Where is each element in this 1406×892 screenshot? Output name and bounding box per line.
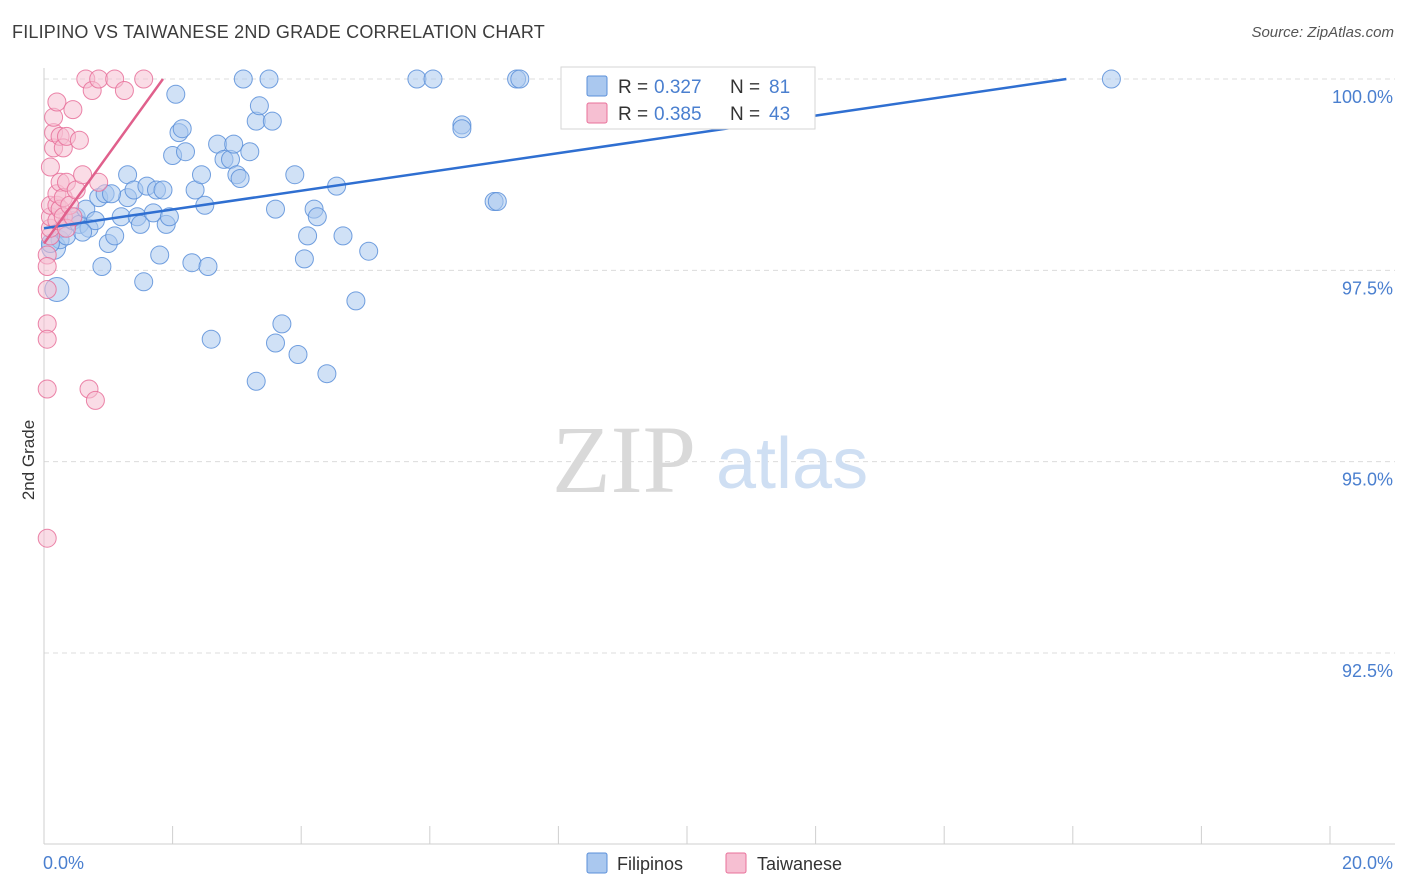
filipinos-r-label: R =	[618, 77, 648, 98]
filipinos-point	[359, 241, 379, 261]
taiwanese-point	[37, 280, 57, 299]
filipinos-n-label: N =	[730, 77, 760, 98]
filipinos-point	[285, 165, 305, 185]
taiwanese-point	[89, 69, 109, 89]
filipinos-r-value: 0.327	[654, 77, 702, 98]
taiwanese-n-label: N =	[730, 104, 760, 125]
legend-filipinos-label: Filipinos	[617, 854, 683, 874]
filipinos-point	[317, 364, 337, 384]
filipinos-point	[153, 180, 173, 200]
filipinos-point	[192, 165, 211, 185]
filipinos-point	[487, 192, 507, 211]
taiwanese-point	[63, 100, 83, 120]
taiwanese-point	[73, 165, 93, 185]
taiwanese-r-value: 0.385	[654, 104, 702, 125]
filipinos-point	[510, 69, 530, 89]
taiwanese-r-label: R =	[618, 104, 648, 125]
axes	[43, 68, 1395, 845]
filipinos-point	[166, 84, 186, 104]
filipinos-point	[176, 142, 195, 162]
legend-taiwanese-swatch	[725, 852, 747, 874]
filipinos-point	[423, 69, 443, 89]
y-tick-label: 97.5%	[1342, 278, 1393, 298]
filipinos-point	[233, 69, 253, 89]
filipinos-point	[150, 245, 170, 265]
filipinos-point	[198, 257, 218, 276]
y-tick-label: 95.0%	[1342, 470, 1393, 490]
filipinos-point	[102, 184, 121, 204]
series-legend: Filipinos Taiwanese	[586, 852, 842, 874]
filipinos-point	[240, 142, 260, 162]
filipinos-point	[246, 371, 266, 391]
filipinos-point	[182, 253, 202, 273]
taiwanese-point	[37, 379, 57, 399]
filipinos-point	[266, 199, 285, 219]
gridlines: 100.0% 97.5% 95.0% 92.5%	[44, 78, 1395, 681]
taiwanese-point	[85, 390, 105, 410]
filipinos-point	[288, 345, 308, 364]
watermark: ZIP atlas	[552, 406, 868, 513]
taiwanese-point	[37, 528, 57, 548]
watermark-zip: ZIP	[552, 406, 696, 513]
filipinos-point	[1101, 69, 1121, 89]
chart-title: FILIPINO VS TAIWANESE 2ND GRADE CORRELAT…	[12, 22, 545, 42]
legend-taiwanese-label: Taiwanese	[757, 854, 842, 874]
data-points	[37, 69, 1121, 548]
filipinos-point	[224, 134, 244, 154]
filipinos-point	[73, 222, 93, 242]
filipinos-trend-line	[43, 77, 1067, 230]
legend-filipinos-swatch	[586, 852, 608, 874]
filipinos-point	[105, 226, 125, 246]
stats-legend: R = 0.327 N = 81 R = 0.385 N = 43	[560, 66, 816, 130]
y-axis-title: 2nd Grade	[19, 420, 38, 500]
filipinos-point	[452, 119, 472, 139]
filipinos-point	[259, 69, 279, 89]
filipinos-point	[172, 119, 192, 139]
filipinos-point	[246, 111, 266, 131]
filipinos-point	[346, 291, 366, 311]
x-tick-label-max: 20.0%	[1342, 853, 1393, 873]
filipinos-point	[201, 329, 221, 349]
source-credit: Source: ZipAtlas.com	[1251, 24, 1394, 41]
taiwanese-point	[114, 81, 134, 100]
filipinos-n-value: 81	[769, 77, 790, 98]
filipinos-point	[333, 226, 353, 246]
taiwanese-trend-line	[42, 78, 164, 245]
filipinos-swatch	[586, 75, 608, 97]
filipinos-point	[307, 207, 327, 227]
x-tick-label-min: 0.0%	[43, 853, 84, 873]
y-tick-label: 100.0%	[1332, 87, 1393, 107]
filipinos-point	[134, 272, 154, 292]
filipinos-point	[159, 207, 179, 227]
filipinos-point	[407, 69, 427, 89]
filipinos-point	[230, 169, 250, 188]
filipinos-point	[294, 249, 314, 269]
filipinos-point	[266, 333, 285, 353]
taiwanese-point	[47, 92, 67, 112]
watermark-atlas: atlas	[716, 424, 868, 504]
trend-lines	[42, 77, 1067, 245]
taiwanese-swatch	[586, 102, 608, 124]
filipinos-point	[272, 314, 292, 334]
y-tick-label: 92.5%	[1342, 661, 1393, 681]
taiwanese-n-value: 43	[769, 104, 790, 125]
filipinos-point	[262, 111, 282, 131]
taiwanese-point	[134, 69, 154, 89]
taiwanese-point	[69, 130, 89, 150]
filipinos-point	[298, 226, 318, 246]
taiwanese-point	[37, 257, 57, 276]
filipinos-point	[249, 96, 269, 116]
taiwanese-point	[37, 329, 57, 349]
filipinos-point	[92, 257, 112, 276]
taiwanese-point	[40, 157, 60, 177]
